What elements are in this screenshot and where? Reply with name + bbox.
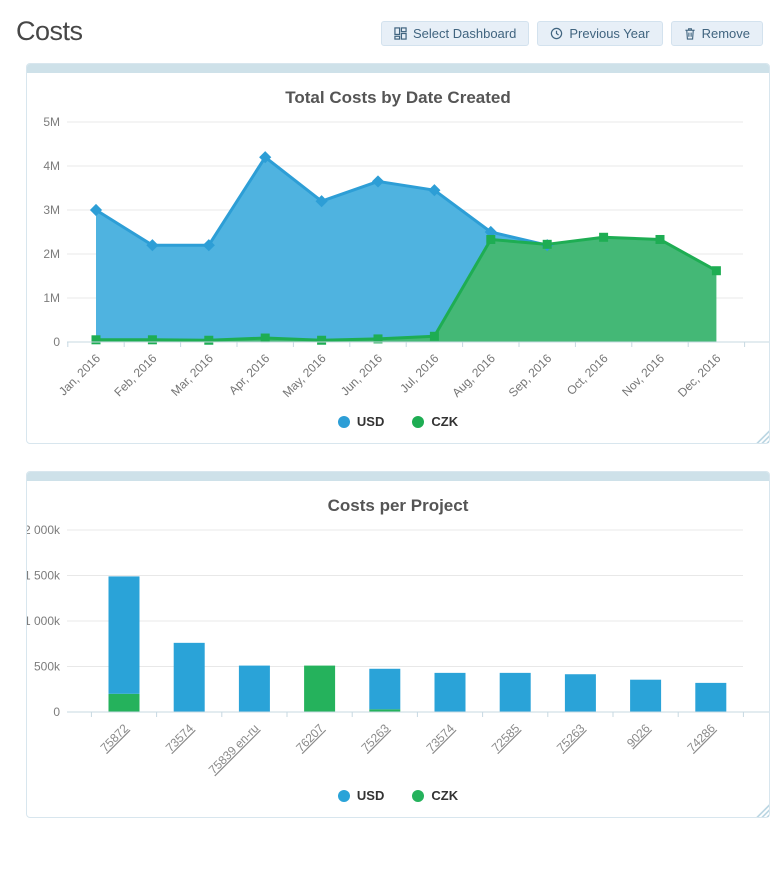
project-link[interactable]: 73574 [424, 721, 458, 755]
month-label: Mar, 2016 [168, 351, 216, 399]
x-labels: Jan, 2016 Feb, 2016 Mar, 2016 Apr, 2016 May,… [56, 351, 724, 400]
legend-label: USD [356, 788, 385, 803]
legend-label: CZK [431, 414, 459, 429]
legend-marker-czk [412, 789, 425, 802]
page-title: Costs [16, 16, 83, 46]
previous-year-label: Previous Year [569, 26, 650, 41]
month-label: Feb, 2016 [111, 351, 159, 399]
month-label: Aug, 2016 [449, 351, 498, 400]
month-label: Sep, 2016 [506, 351, 555, 400]
project-link[interactable]: 9026 [624, 721, 653, 750]
svg-text:2M: 2M [43, 247, 60, 261]
month-label: Oct, 2016 [564, 351, 611, 398]
bar-segment-czk[interactable] [108, 693, 140, 712]
select-dashboard-button[interactable]: Select Dashboard [381, 21, 530, 46]
legend-label: CZK [431, 788, 459, 803]
legend-item-usd[interactable]: USD [337, 788, 385, 803]
dashboard-icon [394, 27, 407, 40]
project-link[interactable]: 72585 [489, 721, 523, 755]
month-label: May, 2016 [280, 351, 329, 400]
project-link[interactable]: 74286 [684, 721, 718, 755]
costs-per-project-legend: USD CZK [27, 786, 769, 817]
series-area-czk [96, 237, 717, 342]
bar-segment-czk[interactable] [369, 709, 401, 712]
legend-item-czk[interactable]: CZK [412, 414, 458, 429]
bar-segment-usd[interactable] [695, 682, 727, 712]
month-label: Jun, 2016 [338, 351, 385, 398]
svg-text:5M: 5M [43, 115, 60, 129]
project-link[interactable]: 75872 [98, 721, 132, 755]
svg-text:1M: 1M [43, 291, 60, 305]
total-costs-chart-svg[interactable]: 5M 4M 3M 2M 1M 0 Jan, 2016 Feb, 2016 Mar, 2016 Ap… [27, 114, 769, 412]
panel-accent-bar [27, 64, 769, 73]
x-axis [67, 711, 769, 717]
previous-year-button[interactable]: Previous Year [537, 21, 663, 46]
project-link[interactable]: 75263 [358, 721, 392, 755]
panel-resize-handle[interactable] [755, 429, 769, 443]
bar-segment-usd[interactable] [173, 642, 205, 712]
month-label: Nov, 2016 [619, 351, 667, 399]
bar-segment-usd[interactable] [369, 668, 401, 710]
x-axis [67, 341, 769, 347]
clock-icon [551, 27, 563, 40]
legend-marker-czk [412, 415, 425, 428]
svg-text:1 500k: 1 500k [27, 569, 61, 583]
bar-segment-czk[interactable] [304, 665, 336, 712]
panel-resize-handle[interactable] [755, 803, 769, 817]
toolbar: Select Dashboard Previous Year Remove [381, 16, 763, 46]
month-label: Jul, 2016 [397, 351, 442, 396]
bar-segment-usd[interactable] [499, 672, 531, 712]
month-label: Dec, 2016 [675, 351, 724, 400]
svg-text:4M: 4M [43, 159, 60, 173]
month-label: Jan, 2016 [56, 351, 103, 398]
svg-text:500k: 500k [34, 660, 61, 674]
x-labels: 75872 73574 75839 en-ru 76207 75263 73574 7258… [98, 721, 719, 777]
project-link[interactable]: 73574 [163, 721, 197, 755]
total-costs-legend: USD CZK [27, 412, 769, 443]
month-label: Apr, 2016 [226, 351, 272, 397]
remove-label: Remove [701, 26, 750, 41]
project-link[interactable]: 75263 [554, 721, 588, 755]
remove-button[interactable]: Remove [670, 21, 763, 46]
bar-segment-usd[interactable] [108, 576, 140, 694]
page-header: Costs Select Dashboard Previous Year Rem… [0, 0, 781, 63]
bar-segment-usd[interactable] [564, 674, 596, 712]
svg-text:1 000k: 1 000k [27, 614, 61, 628]
svg-text:3M: 3M [43, 203, 60, 217]
series-area-usd [96, 157, 548, 342]
legend-item-usd[interactable]: USD [337, 414, 385, 429]
series-line-czk [91, 232, 721, 345]
bar-segment-usd[interactable] [434, 672, 466, 712]
svg-text:0: 0 [53, 705, 60, 719]
svg-text:2 000k: 2 000k [27, 523, 61, 537]
select-dashboard-label: Select Dashboard [413, 26, 517, 41]
legend-marker-usd [337, 789, 350, 802]
legend-item-czk[interactable]: CZK [412, 788, 458, 803]
total-costs-panel: Total Costs by Date Created 5M 4M 3M 2M 1M 0 J… [26, 63, 770, 444]
legend-marker-usd [337, 415, 350, 428]
bars [108, 576, 727, 712]
costs-per-project-chart-title: Costs per Project [327, 496, 469, 515]
total-costs-chart-title: Total Costs by Date Created [285, 88, 511, 107]
costs-per-project-chart-svg[interactable]: 2 000k 1 500k 1 000k 500k 0 75872 73574 75839 e… [27, 522, 769, 786]
costs-per-project-panel: Costs per Project 2 000k 1 500k 1 000k 500k… [26, 471, 770, 818]
bar-segment-usd[interactable] [238, 665, 270, 712]
trash-icon [684, 28, 695, 40]
svg-text:0: 0 [53, 335, 60, 349]
panel-accent-bar [27, 472, 769, 481]
project-link[interactable]: 75839 en-ru [206, 721, 262, 777]
bar-segment-usd[interactable] [630, 679, 662, 712]
legend-label: USD [356, 414, 385, 429]
project-link[interactable]: 76207 [293, 721, 327, 755]
